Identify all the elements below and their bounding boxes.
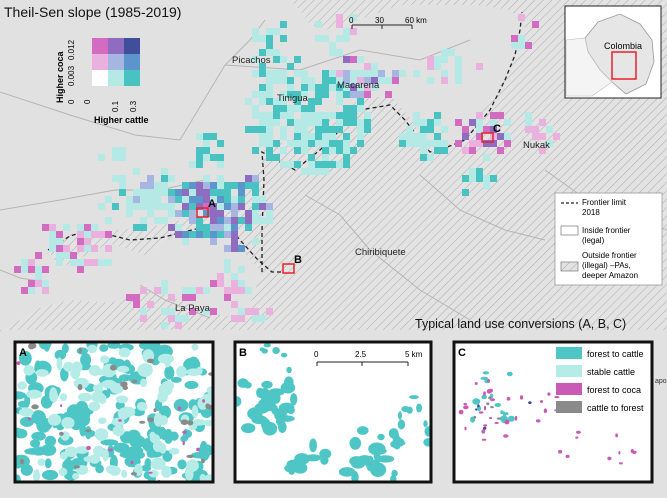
legend-label-cattle-to-forest: cattle to forest [587,403,644,413]
legend-cell [124,54,140,70]
legend-swatch-cattle-to-forest [556,401,582,413]
place-label-chiribiquete: Chiribiquete [355,247,406,258]
legend-y-tick-1: 0.003 [67,65,76,86]
panel-a-letter: A [19,347,27,359]
legend-cell [124,70,140,86]
scale-tick-0: 0 [349,16,354,25]
legend-cell [92,38,108,54]
panel-b: B 0 2.5 5 km [233,340,433,484]
site-box-a [196,207,209,218]
panel-c-letter: C [458,347,466,359]
site-label-b: B [294,254,302,266]
legend-x-tick-2: 0.3 [129,100,138,112]
scale-bar: 0 30 60 km [349,16,427,29]
place-label-nukak: Nukak [523,140,550,151]
legend-label-forest-to-coca: forest to coca [587,385,641,395]
slope-raster [14,14,560,329]
legend-cell [92,70,108,86]
place-label-picachos: Picachos [232,55,271,66]
panel-b-letter: B [239,347,247,359]
place-label-la-paya: La Paya [175,303,211,314]
panel-a: A [13,340,215,484]
panel-b-scale-tick-1: 2.5 [355,350,367,359]
site-label-c: C [493,123,501,135]
legend-x-tick-0: 0 [83,99,92,104]
frontier-legend-label-2a: Inside frontier [582,226,631,235]
legend-x-label: Higher cattle [94,115,149,125]
legend-swatch-forest-to-coca [556,383,582,395]
site-box-b [282,263,295,274]
legend-cell [92,54,108,70]
legend-label-stable-cattle: stable cattle [587,367,635,377]
legend-cell [108,54,124,70]
legend-swatch-stable-cattle [556,365,582,377]
legend-label-forest-to-cattle: forest to cattle [587,349,644,359]
panel-b-scale-tick-2: 5 km [405,350,423,359]
legend-y-label: Higher coca [55,50,65,103]
scale-tick-1: 30 [375,16,384,25]
frontier-legend-label-3c: deeper Amazon [582,271,638,280]
panel-b-scale-bar: 0 2.5 5 km [314,350,423,366]
frontier-legend-label-1a: Frontier limit [582,198,627,207]
inset-map: Colombia [564,5,662,99]
place-label-macarena: Macarena [337,80,380,91]
inset-extent-box [611,51,637,80]
conversions-title: Typical land use conversions (A, B, C) [415,317,626,331]
frontier-legend-label-2b: (legal) [582,236,605,245]
site-box-c [481,132,494,143]
legend-cell [108,70,124,86]
map-title: Theil-Sen slope (1985-2019) [4,4,181,20]
legend-cell [124,38,140,54]
bivariate-legend: Higher coca 0.012 0.003 0 0 0.1 0.3 High… [55,38,149,125]
legend-x-tick-1: 0.1 [111,100,120,112]
landuse-legend: forest to cattle stable cattle forest to… [556,347,644,413]
frontier-legend: Frontier limit 2018 Inside frontier (leg… [554,192,663,286]
frontier-limit-line [47,11,523,273]
legend-y-tick-2: 0 [67,99,76,104]
inset-country-label: Colombia [604,41,642,51]
frontier-legend-label-3a: Outside frontier [582,251,637,260]
frontier-legend-label-1b: 2018 [582,208,600,217]
edge-place-label: apo [655,378,667,385]
panel-c: C forest to cattle stable cattle forest … [452,340,654,484]
scale-tick-2: 60 km [405,16,427,25]
panel-b-scale-tick-0: 0 [314,350,319,359]
site-boxes: A B C [196,123,501,274]
site-label-a: A [208,198,216,210]
legend-swatch-forest-to-cattle [556,347,582,359]
legend-cell [108,38,124,54]
legend-y-tick-0: 0.012 [67,39,76,60]
place-labels: Picachos Tinigua Macarena Nukak Chiribiq… [175,55,550,314]
frontier-legend-label-3b: (illegal) –PAs, [582,261,631,270]
place-label-tinigua: Tinigua [277,93,309,104]
